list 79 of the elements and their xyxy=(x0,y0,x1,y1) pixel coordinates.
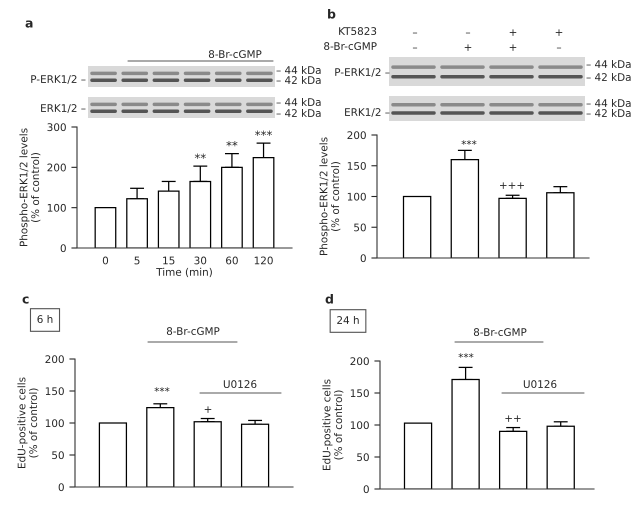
x-tick-label: 0 xyxy=(102,256,108,264)
y-tick-label: 200 xyxy=(47,164,66,172)
text: – 44 kDa xyxy=(586,60,631,68)
text: 8-Br-cGMP xyxy=(474,328,526,336)
x-tick-label: 5 xyxy=(134,256,140,264)
y-tick-label: 50 xyxy=(52,451,64,460)
y-tick-label: 0 xyxy=(58,483,64,492)
bar xyxy=(546,426,575,489)
annotation: U0126 xyxy=(224,380,256,388)
y-tick-label: 100 xyxy=(46,419,64,428)
y-tick-label: 100 xyxy=(348,192,366,201)
annotation: *** xyxy=(154,387,170,392)
annotation: ++ xyxy=(505,415,521,422)
y-tick-label: 50 xyxy=(357,453,369,462)
text: – 44 kDa xyxy=(276,66,321,74)
bar xyxy=(194,421,222,487)
y-tick-label: 50 xyxy=(354,223,366,232)
y-tick-label: 150 xyxy=(348,162,366,170)
bar xyxy=(240,424,270,487)
bar xyxy=(404,422,432,489)
bar xyxy=(498,430,528,489)
text: + xyxy=(510,44,516,51)
annotation: +++ xyxy=(500,182,524,189)
text: 8-Br-cGMP xyxy=(324,42,377,50)
y-axis-title: Phospho-ERK1/2 levels (% of control) xyxy=(19,128,40,246)
text: 8-Br-cGMP xyxy=(166,327,220,336)
x-axis-title: Time (min) xyxy=(156,268,212,278)
annotation: U0126 xyxy=(524,380,556,388)
text: *** xyxy=(458,353,474,358)
x-tick-label: 60 xyxy=(226,256,238,264)
text: c xyxy=(22,296,29,304)
text: + xyxy=(510,29,516,36)
text: + xyxy=(556,29,562,36)
x-tick-label: 30 xyxy=(194,256,206,264)
x-tick-label: 120 xyxy=(254,256,273,264)
text: ERK1/2 – xyxy=(345,108,390,117)
text: 24 h xyxy=(337,316,359,324)
text: – xyxy=(466,32,470,34)
text: – 42 kDa xyxy=(586,108,631,118)
annotation: *** xyxy=(255,130,272,136)
y-tick-label: 0 xyxy=(60,244,66,252)
annotation: ** xyxy=(226,141,238,146)
y-tick-label: 150 xyxy=(46,387,64,396)
text: d xyxy=(326,294,333,304)
annotation: ** xyxy=(194,154,206,159)
bar xyxy=(98,422,128,487)
text: – 44 kDa xyxy=(586,98,631,108)
y-tick-label: 0 xyxy=(364,485,369,494)
y-tick-label: 100 xyxy=(350,421,369,430)
text: – 42 kDa xyxy=(586,72,631,82)
annotation: *** xyxy=(462,140,476,145)
y-tick-label: 200 xyxy=(45,355,64,364)
annotation: + xyxy=(204,406,212,413)
bar xyxy=(94,207,116,248)
y-axis-title: EdU-positive cells (% of control) xyxy=(17,377,38,468)
text: P-ERK1/2 – xyxy=(335,68,390,77)
bar xyxy=(498,198,527,258)
text: a xyxy=(26,20,32,28)
text: P-ERK1/2 – xyxy=(31,75,86,84)
text: ERK1/2 – xyxy=(41,104,86,113)
text: – 42 kDa xyxy=(276,76,321,84)
bar xyxy=(402,196,432,258)
y-tick-label: 300 xyxy=(47,123,66,132)
y-tick-label: 200 xyxy=(350,357,369,366)
text: – 44 kDa xyxy=(276,98,321,106)
x-tick-label: 15 xyxy=(163,256,174,264)
y-tick-label: 200 xyxy=(347,131,366,140)
y-axis-title: Phospho-ERK1/2 levels (% of control) xyxy=(319,137,340,256)
text: KT5823 xyxy=(339,27,376,36)
text: b xyxy=(328,8,336,19)
text: 6 h xyxy=(37,314,52,324)
y-tick-label: 100 xyxy=(48,204,66,212)
y-axis-title: EdU-positive cells (% of control) xyxy=(322,379,344,470)
y-tick-label: 150 xyxy=(350,389,369,398)
bar xyxy=(146,407,174,487)
text: – 42 kDa xyxy=(276,108,321,118)
text: – xyxy=(412,32,418,34)
text: 8-Br-cGMP xyxy=(208,50,262,58)
text: + xyxy=(464,44,472,51)
